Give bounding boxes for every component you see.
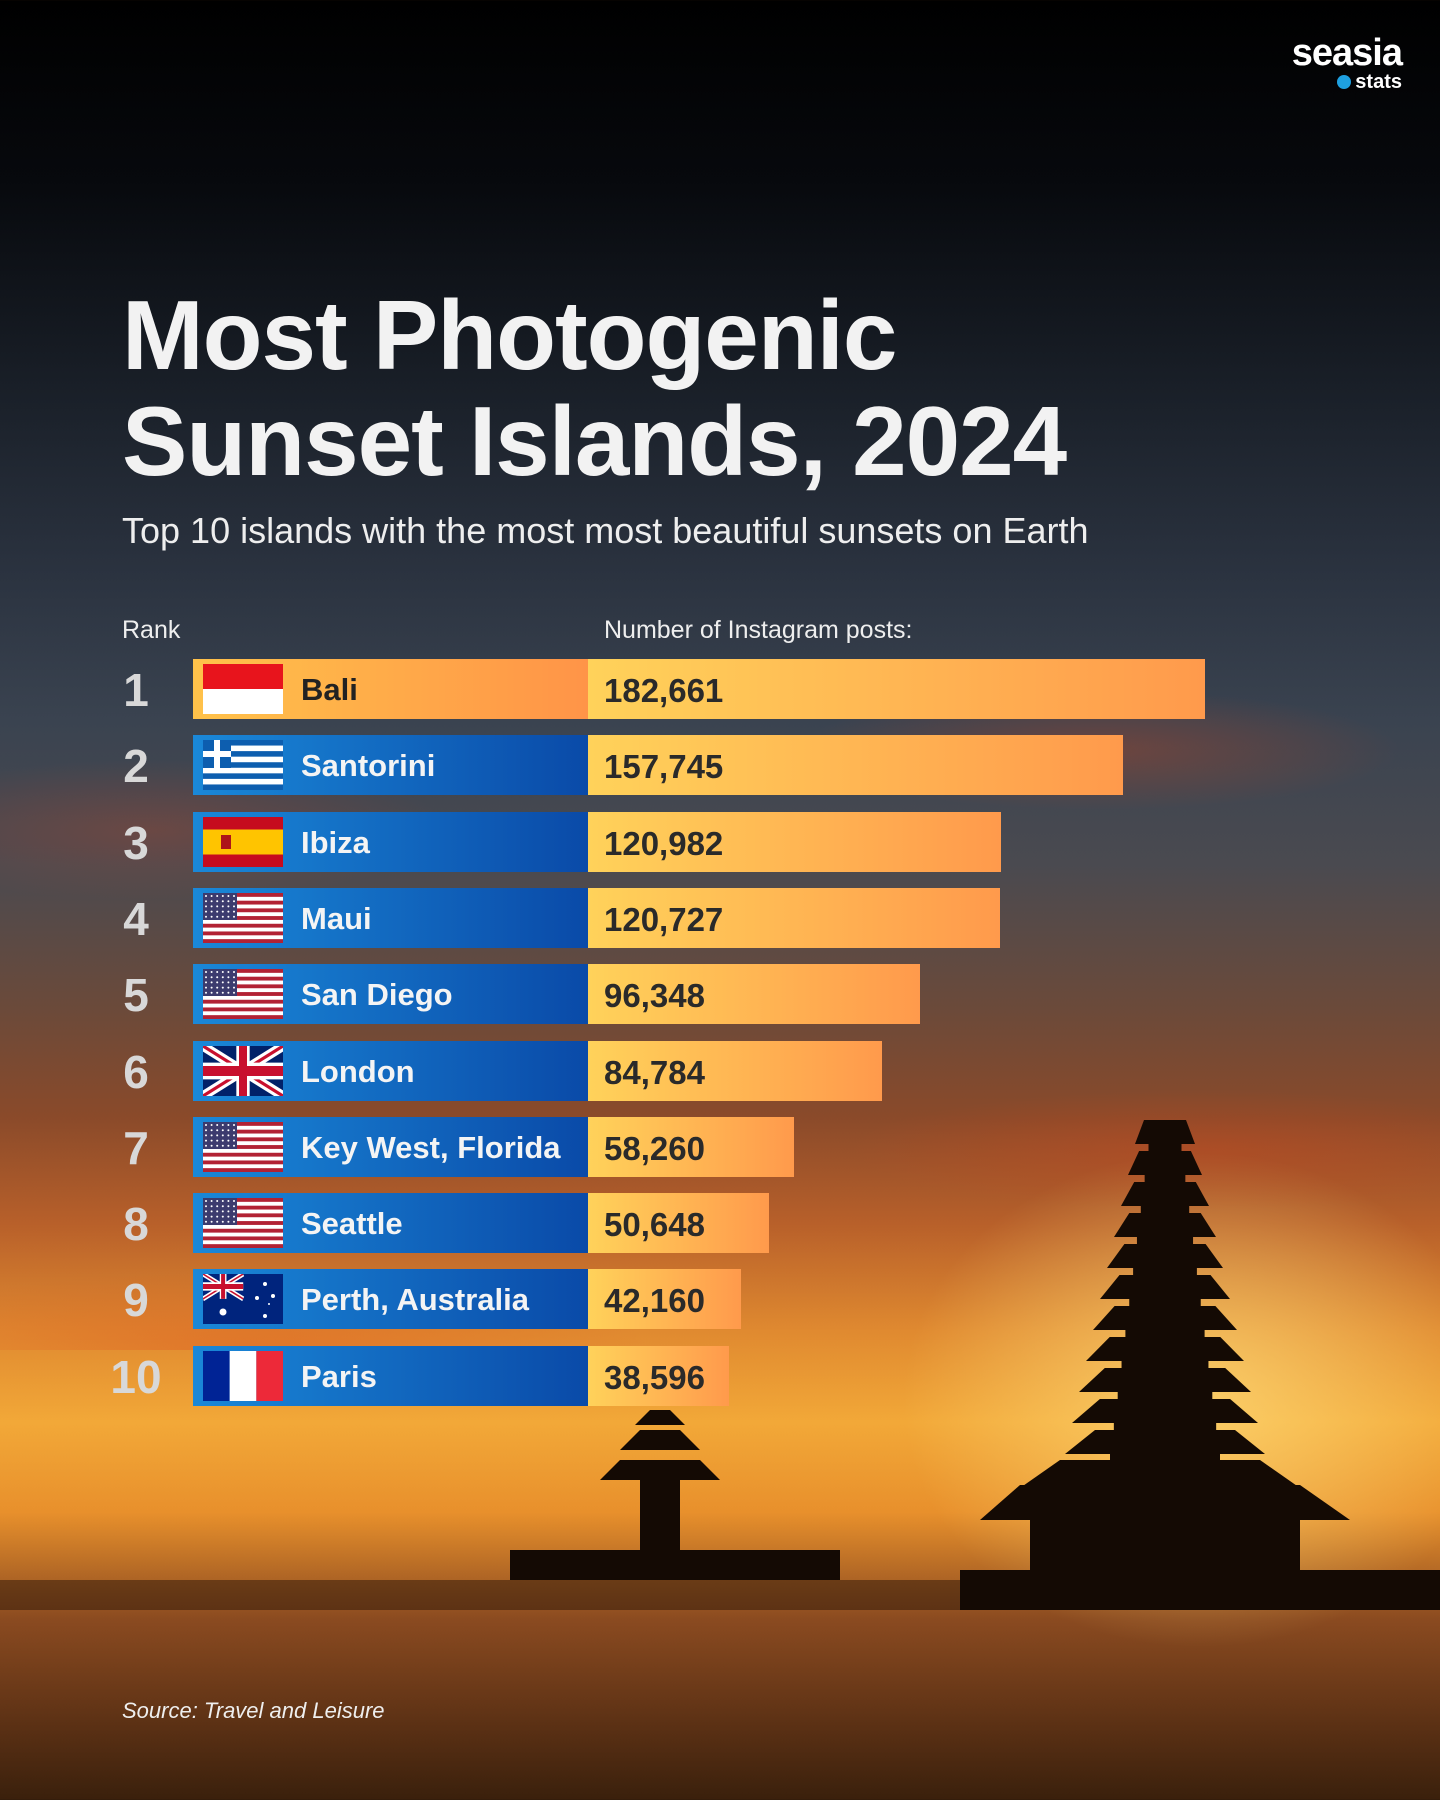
brand-logo: seasia stats [1291,32,1403,93]
subtitle: Top 10 islands with the most most beauti… [122,510,1089,551]
rank-number: 9 [123,1274,149,1327]
rank-number: 7 [123,1121,149,1174]
location-name: Bali [301,672,358,707]
usa-flag-icon [203,1121,283,1172]
value-bar: 120,982 [588,811,1002,872]
value-bar: 84,784 [588,1040,882,1101]
name-cell: Key West, Florida [193,1116,588,1177]
title-line-1: Most Photogenic [122,280,897,390]
location-name: Ibiza [301,824,370,860]
rank-number: 2 [123,740,149,793]
value-label: 120,727 [604,900,724,938]
chart-row: 7 Key West, Florida 58,260 [0,1116,1440,1177]
name-cell: Perth, Australia [193,1269,588,1330]
temple-silhouette [0,1120,1440,1610]
value-label: 157,745 [604,748,724,786]
value-label: 120,982 [604,824,724,862]
name-cell: Paris [193,1345,588,1406]
name-cell: San Diego [193,964,588,1025]
name-cell: London [193,1040,588,1101]
value-bar: 42,160 [588,1269,741,1330]
value-bar: 58,260 [588,1116,794,1177]
rank-number: 10 [110,1350,162,1403]
location-name: Maui [301,900,372,936]
chart-row: 9 Perth, Australia 42,160 [0,1269,1440,1330]
value-label: 42,160 [604,1282,705,1320]
chart-row: 1 Bali 182,661 [0,659,1440,719]
chart-row: 2 Santorini 157,745 [0,735,1440,796]
greece-flag-icon [203,740,283,791]
location-name: Seattle [301,1206,403,1242]
usa-flag-icon [203,969,283,1020]
indonesia-flag-icon [203,664,283,714]
name-cell: Seattle [193,1193,588,1254]
rank-number: 1 [123,664,149,716]
location-name: San Diego [301,977,453,1013]
chart-row: 3 Ibiza 120,982 [0,811,1440,872]
location-name: Paris [301,1358,377,1394]
value-header: Number of Instagram posts: [604,616,913,644]
value-bar: 38,596 [588,1345,730,1406]
page-title: Most Photogenic Sunset Islands, 2024 [122,280,1067,496]
rank-header: Rank [122,616,181,644]
value-label: 182,661 [604,672,724,709]
chart-row: 10 Paris 38,596 [0,1345,1440,1406]
brand-name: seasia [1291,32,1403,74]
rank-number: 4 [123,892,149,945]
rank-number: 5 [123,969,149,1022]
value-bar: 50,648 [588,1193,769,1254]
rank-number: 3 [123,816,149,869]
value-label: 96,348 [604,977,705,1015]
value-label: 38,596 [604,1358,705,1396]
value-bar: 157,745 [588,735,1123,796]
australia-flag-icon [203,1274,283,1325]
name-cell: Maui [193,887,588,948]
name-cell: Santorini [193,735,588,796]
title-line-2: Sunset Islands, 2024 [122,386,1067,496]
location-name: Key West, Florida [301,1129,561,1165]
source-note: Source: Travel and Leisure [122,1698,385,1723]
usa-flag-icon [203,892,283,943]
value-label: 50,648 [604,1206,705,1244]
name-cell: Bali [193,659,588,719]
location-name: Perth, Australia [301,1282,529,1318]
chart-row: 6 London 84,784 [0,1040,1440,1101]
uk-flag-icon [203,1045,283,1096]
usa-flag-icon [203,1198,283,1249]
brand-sub: stats [1355,71,1402,93]
france-flag-icon [203,1350,283,1401]
value-label: 58,260 [604,1129,705,1167]
spain-flag-icon [203,816,283,867]
value-bar: 96,348 [588,964,920,1025]
brand-dot-icon [1337,75,1352,89]
value-bar: 120,727 [588,887,1001,948]
chart-row: 5 San Diego 96,348 [0,964,1440,1025]
value-bar: 182,661 [588,659,1205,719]
rank-number: 8 [123,1198,149,1251]
location-name: London [301,1053,415,1089]
rank-number: 6 [123,1045,149,1098]
chart-row: 8 Seattle 50,648 [0,1193,1440,1254]
name-cell: Ibiza [193,811,588,872]
chart-row: 4 Maui 120,727 [0,887,1440,948]
value-label: 84,784 [604,1053,705,1091]
location-name: Santorini [301,748,436,784]
